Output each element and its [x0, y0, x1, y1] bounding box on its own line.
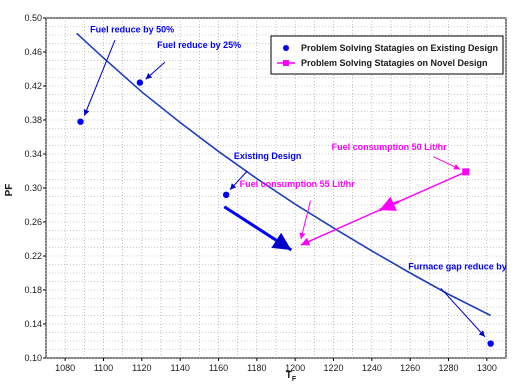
y-tick-label: 0.30 — [24, 183, 42, 193]
legend-label: Problem Solving Statagies on Novel Desig… — [301, 58, 488, 68]
x-tick-label: 1100 — [94, 363, 113, 373]
annotation-arrow — [440, 287, 486, 338]
annotation-arrow — [145, 61, 166, 80]
trend-curve — [76, 32, 492, 317]
tick-labels: 1080 1100 1120 1140 1160 1180 1200 1220 1240 1260… — [24, 13, 496, 373]
annotation-arrow — [432, 156, 461, 170]
point-existing-design — [487, 340, 494, 347]
legend-box — [270, 35, 504, 75]
y-tick-label: 0.22 — [24, 251, 42, 261]
x-tick-label: 1180 — [247, 363, 266, 373]
x-tick-label: 1160 — [209, 363, 228, 373]
y-tick-label: 0.18 — [24, 285, 42, 295]
annotation-label: Furnace gap reduce by — [408, 262, 507, 272]
annotation-label: Fuel consumption 50 Lit/hr — [332, 142, 448, 152]
annotation-label: Fuel reduce by 25% — [157, 40, 241, 50]
data-points — [77, 79, 494, 347]
y-tick-label: 0.26 — [24, 217, 42, 227]
y-tick-label: 0.10 — [24, 353, 42, 363]
legend-marker — [283, 45, 289, 51]
legend-label: Problem Solving Statagies on Existing De… — [301, 43, 498, 53]
x-tick-label: 1300 — [477, 363, 497, 373]
y-tick-label: 0.46 — [24, 47, 42, 57]
x-tick-label: 1280 — [438, 363, 458, 373]
x-tick-label: 1240 — [362, 363, 382, 373]
y-tick-label: 0.42 — [24, 81, 42, 91]
annotation-label: Fuel consumption 55 Lit/hr — [240, 179, 356, 189]
x-axis-title: TF — [286, 370, 297, 383]
flow-arrow — [223, 205, 293, 252]
x-tick-label: 1260 — [400, 363, 420, 373]
annotation-label: Fuel reduce by 50% — [90, 24, 174, 34]
x-tick-label: 1140 — [170, 363, 189, 373]
y-tick-label: 0.50 — [24, 13, 42, 23]
point-existing-design — [77, 118, 84, 125]
y-tick-label: 0.14 — [24, 319, 42, 329]
y-tick-label: 0.34 — [24, 149, 42, 159]
x-tick-label: 1200 — [285, 363, 305, 373]
y-axis-title: PF — [4, 184, 15, 197]
point-novel-design — [462, 168, 470, 176]
annotation-arrow — [229, 170, 248, 191]
point-existing-design — [136, 79, 144, 86]
legend-marker — [283, 60, 289, 66]
x-tick-label: 1080 — [55, 363, 75, 373]
x-tick-label: 1120 — [132, 363, 151, 373]
annotation-label: Existing Design — [234, 151, 302, 161]
annotation-arrow — [299, 200, 311, 240]
annotation-arrow — [83, 39, 116, 116]
point-existing-design — [222, 191, 230, 198]
x-tick-label: 1220 — [323, 363, 343, 373]
legend: Problem Solving Statagies on Existing De… — [270, 35, 504, 75]
flow-arrows — [223, 171, 467, 252]
flow-arrow-mid — [378, 196, 400, 212]
annotations: Fuel reduce by 50% Fuel reduce by 25% Exis… — [83, 24, 507, 338]
y-tick-label: 0.38 — [24, 115, 42, 125]
